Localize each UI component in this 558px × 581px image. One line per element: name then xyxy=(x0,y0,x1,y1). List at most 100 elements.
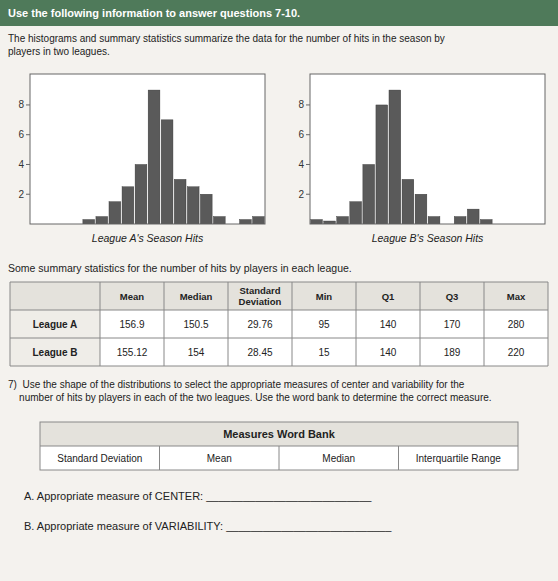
plot-frame xyxy=(310,74,545,224)
x-axis-label: League B's Season Hits xyxy=(372,232,484,244)
y-tick-label: 6 xyxy=(298,129,304,140)
table-row xyxy=(10,338,548,366)
table-row-label-cell xyxy=(10,310,100,338)
bar xyxy=(311,220,323,224)
page-background xyxy=(0,0,558,581)
table-row-label: League A xyxy=(33,319,78,330)
word-bank-item: Median xyxy=(322,453,355,464)
word-bank: Measures Word BankStandard DeviationMean… xyxy=(40,422,518,470)
bar xyxy=(415,194,427,224)
y-tick-label: 6 xyxy=(18,129,24,140)
table-header: Mean xyxy=(120,291,144,302)
table-rule xyxy=(292,282,293,366)
table-header-line: Median xyxy=(180,291,213,302)
y-tick xyxy=(26,134,30,135)
table-rule xyxy=(228,282,229,366)
table-cell: 28.45 xyxy=(247,347,272,358)
table-rule xyxy=(356,282,357,366)
bar xyxy=(428,217,440,224)
table-header: Median xyxy=(180,291,213,302)
table-header-line: Mean xyxy=(120,291,144,302)
word-bank-item: Standard Deviation xyxy=(57,453,142,464)
histogram: 2468League A's Season Hits xyxy=(18,74,265,244)
table-header-line: Min xyxy=(316,291,333,302)
bar xyxy=(480,220,492,224)
word-bank-item: Mean xyxy=(207,453,232,464)
table-rule xyxy=(10,366,548,367)
table-rule xyxy=(164,282,165,366)
histogram: 2 4 6 8 League B's Season Hits xyxy=(298,74,545,244)
bar xyxy=(135,164,147,224)
y-tick xyxy=(26,104,30,105)
table-header-line: Deviation xyxy=(239,296,282,307)
answer-line: A. Appropriate measure of CENTER: ______… xyxy=(24,490,372,502)
table-rule xyxy=(10,282,548,283)
table-rule xyxy=(10,338,548,339)
table-cell: 170 xyxy=(444,319,461,330)
bar xyxy=(161,120,173,224)
table-rule xyxy=(10,282,11,366)
word-bank-frame xyxy=(40,422,518,470)
table-rule xyxy=(484,282,485,366)
subheader-text: The histograms and summary statistics su… xyxy=(8,33,445,44)
bar xyxy=(187,187,199,224)
answer-line: B. Appropriate measure of VARIABILITY: _… xyxy=(24,520,392,532)
y-tick-label: 2 xyxy=(298,189,304,200)
bar xyxy=(174,179,186,224)
table-rule xyxy=(10,310,548,311)
subheader-text: players in two leagues. xyxy=(8,46,110,57)
table-rule xyxy=(100,282,101,366)
y-tick xyxy=(306,194,310,195)
plot-frame xyxy=(30,74,265,224)
y-tick xyxy=(26,164,30,165)
y-tick-label: 8 xyxy=(298,99,304,110)
table-cell: 156.9 xyxy=(119,319,144,330)
bar xyxy=(122,187,134,224)
word-bank-row xyxy=(40,446,518,470)
bar xyxy=(213,217,225,224)
table-cell: 95 xyxy=(318,319,330,330)
bar xyxy=(363,164,375,224)
x-axis-label: League A's Season Hits xyxy=(92,232,204,244)
table-row-label: League B xyxy=(32,347,77,358)
table-header: Q1 xyxy=(382,291,395,302)
word-bank-rule xyxy=(279,446,280,470)
table-cell: 150.5 xyxy=(183,319,208,330)
bar xyxy=(253,217,265,224)
bars xyxy=(83,90,264,224)
word-bank-rule xyxy=(159,446,160,470)
y-tick xyxy=(306,104,310,105)
table-cell: 140 xyxy=(380,347,397,358)
bar xyxy=(467,209,479,224)
bar xyxy=(402,179,414,224)
bar xyxy=(148,90,160,224)
y-tick xyxy=(306,164,310,165)
word-bank-rule xyxy=(398,446,399,470)
y-tick-label: 2 xyxy=(18,189,24,200)
table-header-row xyxy=(10,282,548,310)
table-header-line: Q1 xyxy=(382,291,395,302)
table-cell: 154 xyxy=(188,347,205,358)
bars xyxy=(311,90,492,224)
y-tick-label: 4 xyxy=(298,159,304,170)
question-text: number of hits by players in each of the… xyxy=(8,392,492,403)
table-cell: 220 xyxy=(508,347,525,358)
plot-area xyxy=(30,74,265,224)
table-cell: 155.12 xyxy=(117,347,148,358)
y-tick-label: 8 xyxy=(18,99,24,110)
bar xyxy=(240,220,252,224)
bar xyxy=(454,217,466,224)
table-rule xyxy=(420,282,421,366)
table-cell: 15 xyxy=(318,347,330,358)
bar xyxy=(109,202,121,224)
plot-area xyxy=(310,74,545,224)
bar xyxy=(83,220,95,224)
table-rule xyxy=(548,282,549,366)
y-tick xyxy=(306,134,310,135)
table-header: Min xyxy=(316,291,333,302)
table-header-line: Q3 xyxy=(446,291,459,302)
header-text: Use the following information to answer … xyxy=(8,7,300,19)
summary-table: MeanMedianStandardDeviationMinQ1Q3MaxLea… xyxy=(10,282,548,366)
worksheet: Use the following information to answer … xyxy=(0,0,558,581)
bar xyxy=(350,202,362,224)
